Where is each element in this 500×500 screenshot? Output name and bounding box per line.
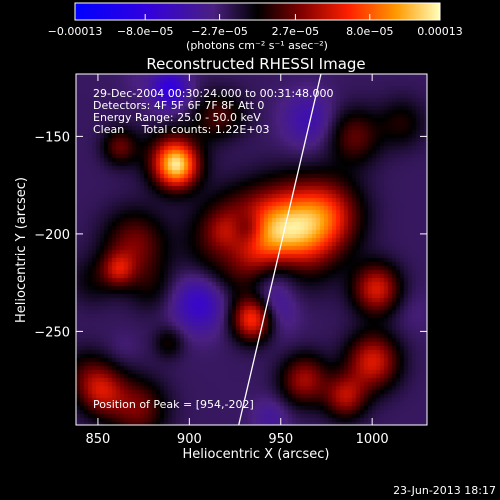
colorbar-tick-label: −8.0e−05: [117, 25, 174, 38]
colorbar-ticks: −0.00013 −8.0e−05 −2.7e−05 2.7e−05 8.0e−05 0.…: [48, 14, 463, 38]
y-tick-label: −250: [34, 325, 70, 340]
x-axis-ticks: 850 900 950 1000: [86, 74, 389, 447]
chart-title: Reconstructed RHESSI Image: [146, 55, 365, 73]
heatmap-image: [76, 74, 427, 425]
y-tick-label: −150: [34, 130, 70, 145]
x-tick-label: 900: [177, 432, 202, 447]
timestamp: 23-Jun-2013 18:17: [393, 484, 496, 497]
x-tick-label: 950: [268, 432, 293, 447]
annotation-energy-range: Energy Range: 25.0 - 50.0 keV: [93, 111, 261, 124]
colorbar-tick-label: 0.00013: [417, 25, 463, 38]
colorbar-tick-label: 2.7e−05: [272, 25, 319, 38]
y-axis-label: Heliocentric Y (arcsec): [14, 177, 29, 323]
annotation-detectors: Detectors: 4F 5F 6F 7F 8F Att 0: [93, 99, 264, 112]
colorbar-tick-label: −0.00013: [48, 25, 103, 38]
annotation-time-range: 29-Dec-2004 00:30:24.000 to 00:31:48.000: [93, 87, 334, 100]
y-axis-ticks: −150 −200 −250: [34, 130, 427, 340]
plot-area: [75, 73, 428, 426]
annotation-clean-counts: Clean Total counts: 1.22E+03: [93, 123, 270, 136]
colorbar-tick-label: −2.7e−05: [191, 25, 248, 38]
x-tick-label: 850: [86, 432, 111, 447]
solar-limb-line: [238, 73, 322, 426]
colorbar: [74, 2, 441, 21]
colorbar-units: (photons cm⁻² s⁻¹ asec⁻²): [186, 39, 328, 52]
annotation-peak-position: Position of Peak = [954,-202]: [93, 398, 254, 411]
colorbar-tick-label: 8.0e−05: [346, 25, 393, 38]
y-tick-label: −200: [34, 228, 70, 243]
x-axis-label: Heliocentric X (arcsec): [183, 447, 330, 462]
x-tick-label: 1000: [356, 432, 389, 447]
